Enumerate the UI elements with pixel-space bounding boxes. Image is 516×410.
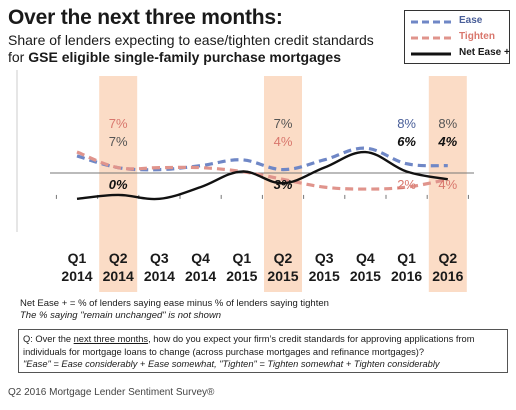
x-tick-label: 2015 (226, 268, 257, 284)
data-label: 0% (109, 177, 128, 192)
series-line-ease (76, 146, 448, 172)
x-tick-label: 2014 (103, 268, 134, 284)
legend-item-ease: Ease (411, 15, 509, 29)
x-tick-label: Q2 (274, 250, 293, 266)
x-tick-label: Q1 (68, 250, 87, 266)
subtitle-line1: Share of lenders expecting to ease/tight… (8, 32, 374, 48)
data-label: 7% (109, 116, 128, 131)
note-net-ease-definition: Net Ease + = % of lenders saying ease mi… (20, 298, 329, 309)
data-label: 8% (438, 116, 457, 131)
legend: Ease Tighten Net Ease + (404, 10, 510, 64)
x-tick-label: Q3 (150, 250, 169, 266)
data-label: 3% (274, 177, 293, 192)
question-prefix: Q: Over the (23, 334, 74, 344)
x-tick-label: 2016 (432, 268, 463, 284)
x-tick-label: Q4 (356, 250, 375, 266)
legend-swatch-ease (411, 20, 451, 24)
data-label: 7% (274, 116, 293, 131)
x-tick-label: Q1 (232, 250, 251, 266)
x-tick-label: 2014 (185, 268, 216, 284)
x-tick-label: 2014 (61, 268, 92, 284)
x-tick-label: Q4 (191, 250, 210, 266)
x-tick-label: 2014 (144, 268, 175, 284)
question-underlined: next three months (73, 334, 149, 344)
data-label: 4% (438, 177, 457, 192)
series-line-tighten (76, 150, 449, 191)
subtitle-prefix: for (8, 49, 29, 65)
x-tick-label: Q2 (109, 250, 128, 266)
question-rest: , how do you expect your firm’s credit s… (23, 334, 475, 357)
data-label: 8% (397, 116, 416, 131)
data-label: 6% (397, 134, 416, 149)
data-label: 4% (437, 134, 457, 149)
series-line-net-ease (76, 150, 449, 201)
data-label: 4% (274, 134, 293, 149)
legend-label-ease: Ease (459, 15, 483, 26)
highlight-band-q2-2016 (428, 76, 467, 292)
legend-item-tighten: Tighten (411, 31, 509, 45)
question-definitions: "Ease" = Ease considerably + Ease somewh… (23, 359, 440, 369)
subtitle-bold: GSE eligible single-family purchase mort… (28, 49, 341, 65)
footer-survey-name: Q2 2016 Mortgage Lender Sentiment Survey… (8, 387, 215, 398)
legend-swatch-net-ease (411, 52, 451, 56)
page-title: Over the next three months: (8, 6, 283, 29)
question-box: Q: Over the next three months, how do yo… (18, 329, 508, 373)
data-label: 7% (109, 134, 128, 149)
note-unchanged: The % saying "remain unchanged" is not s… (20, 310, 222, 321)
legend-swatch-tighten (411, 36, 451, 40)
legend-label-tighten: Tighten (459, 31, 495, 42)
data-label: 2% (397, 177, 416, 192)
x-tick-label: Q3 (315, 250, 334, 266)
x-tick-label: Q1 (397, 250, 416, 266)
x-tick-label: 2015 (350, 268, 381, 284)
legend-item-net-ease: Net Ease + (411, 47, 510, 61)
x-tick-label: 2015 (267, 268, 298, 284)
x-tick-label: Q2 (438, 250, 457, 266)
x-tick-label: 2015 (309, 268, 340, 284)
page-subtitle: Share of lenders expecting to ease/tight… (8, 32, 398, 66)
x-tick-label: 2016 (391, 268, 422, 284)
legend-label-net-ease: Net Ease + (459, 47, 510, 58)
highlight-band-q2-2014 (99, 76, 138, 292)
chart: 7% 7% 0% 7% 4% 3% 8% 6% 2% 8% 4% 4% Q1 2014 Q2 2014 Q3 2… (16, 70, 474, 292)
